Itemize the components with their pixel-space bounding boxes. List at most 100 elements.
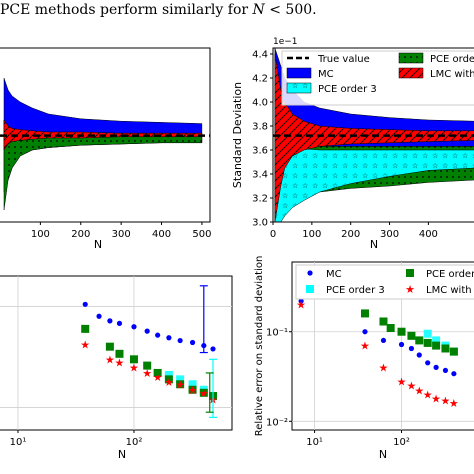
x-axis-label: N <box>370 238 378 251</box>
caption-variable: N <box>252 2 265 18</box>
axes-frame <box>272 47 474 223</box>
x-tick-label: 10¹ <box>306 437 323 448</box>
point-pce-order-2 <box>188 385 197 394</box>
x-tick-label: 200 <box>341 229 360 240</box>
axes-frame <box>0 47 211 223</box>
point-lmc: ★ <box>360 340 370 353</box>
panel-relative-error-left: ★★ ★ ★ ★ ★ ★ ★ ★ ★★ 10¹ 10² N <box>0 275 233 461</box>
point-pce-order-2 <box>199 388 208 397</box>
legend-label: LMC with <box>430 69 474 80</box>
point-mc <box>408 345 415 352</box>
point-pce-order-2 <box>423 338 432 347</box>
point-mc <box>298 298 304 304</box>
point-pce-order-2 <box>432 341 441 350</box>
x-tick-label: 500 <box>192 229 211 240</box>
point-lmc: ★ <box>423 388 433 401</box>
legend-swatch-pce2 <box>398 52 424 64</box>
caption-tail: < 500. <box>264 2 317 18</box>
axis-scale-note: 1e−1 <box>273 37 298 47</box>
y-tick-label: 4.0 <box>252 98 268 109</box>
point-mc <box>398 341 405 348</box>
point-pce-order-2 <box>360 309 369 318</box>
legend-marker-mc <box>307 270 313 276</box>
point-pce-order-3 <box>423 329 432 338</box>
point-pce-order-2 <box>441 344 450 353</box>
point-pce-order-2 <box>407 331 416 340</box>
point-pce-order-2 <box>397 327 406 336</box>
point-mc <box>451 371 457 377</box>
point-pce-order-2 <box>115 349 124 358</box>
legend-label: MC <box>326 269 342 280</box>
x-tick-label: 300 <box>380 229 399 240</box>
point-pce-order-3 <box>188 380 197 389</box>
legend: MC PCE order PCE order 3 ★ LMC with <box>295 264 474 300</box>
legend-swatch-mc <box>286 67 312 79</box>
legend-label: True value <box>317 54 370 65</box>
legend-marker-pce3 <box>306 285 314 293</box>
band-lmc <box>274 53 474 222</box>
figure-caption: PCE methods perform similarly for N < 50… <box>0 2 474 20</box>
y-axis-label: Relative error on standard deviation <box>254 256 265 437</box>
caption-lead: PCE methods perform similarly for <box>0 2 253 18</box>
axes-frame <box>291 261 474 431</box>
legend-marker-lmc: ★ <box>405 283 415 296</box>
y-tick-label: 3.4 <box>252 170 268 181</box>
point-lmc: ★ <box>188 384 198 397</box>
point-pce-order-3 <box>176 375 185 384</box>
legend-label: PCE order 3 <box>326 285 385 296</box>
point-pce-order-2 <box>143 361 152 370</box>
point-pce-order-2 <box>386 324 395 333</box>
x-tick-label: 300 <box>112 229 131 240</box>
x-axis-label: N <box>94 238 102 251</box>
legend-label: MC <box>318 69 334 80</box>
point-mc <box>144 328 150 334</box>
point-lmc: ★ <box>449 397 459 410</box>
point-pce-order-2 <box>129 355 138 364</box>
y-axis-label: Standard Deviation <box>231 82 244 188</box>
point-lmc: ★ <box>414 385 424 398</box>
point-mc <box>433 364 439 370</box>
point-mc <box>380 337 387 344</box>
point-pce-order-2 <box>449 347 458 356</box>
axes-frame <box>0 275 233 431</box>
x-tick-label: 400 <box>152 229 171 240</box>
point-mc <box>155 332 161 338</box>
point-lmc: ★ <box>115 356 125 369</box>
x-tick-label: 10¹ <box>10 437 27 448</box>
point-lmc: ★ <box>379 361 389 374</box>
point-lmc: ★ <box>441 395 451 408</box>
point-lmc: ★ <box>164 376 174 389</box>
y-tick-label: 10⁻¹ <box>266 328 288 339</box>
point-mc <box>210 346 216 352</box>
point-pce-order-2 <box>415 336 424 345</box>
y-tick-label: 3.2 <box>252 194 268 205</box>
x-tick-label: 100 <box>31 229 50 240</box>
point-mc <box>189 339 196 346</box>
point-pce-order-2 <box>105 342 114 351</box>
point-lmc: ★ <box>80 339 90 352</box>
y-tick-label: 3.0 <box>252 218 268 229</box>
x-tick-label: 400 <box>419 229 438 240</box>
legend: True value PCE order MC LMC with PCE order 3 <box>281 50 474 106</box>
legend-label: PCE order <box>430 54 474 65</box>
x-tick-label: 0 <box>270 229 276 240</box>
point-pce-order-3 <box>432 336 441 345</box>
point-mc <box>116 320 123 326</box>
point-pce-order-3 <box>164 370 173 379</box>
point-lmc: ★ <box>296 299 306 312</box>
legend-label: PCE order 3 <box>318 84 377 95</box>
x-axis-label: N <box>379 448 387 461</box>
x-tick-label: 100 <box>302 229 321 240</box>
point-mc <box>442 367 449 374</box>
y-tick-label: 3.6 <box>252 146 268 157</box>
x-tick-label: 10² <box>393 437 410 448</box>
legend-label: LMC with <box>426 285 472 296</box>
legend-label: PCE order <box>426 269 474 280</box>
point-mc <box>96 313 102 319</box>
y-tick-label: 3.8 <box>252 122 268 133</box>
point-pce-order-2 <box>176 380 185 389</box>
x-tick-label: 200 <box>71 229 90 240</box>
point-pce-order-2 <box>153 368 162 377</box>
y-tick-label: 4.2 <box>252 74 268 85</box>
